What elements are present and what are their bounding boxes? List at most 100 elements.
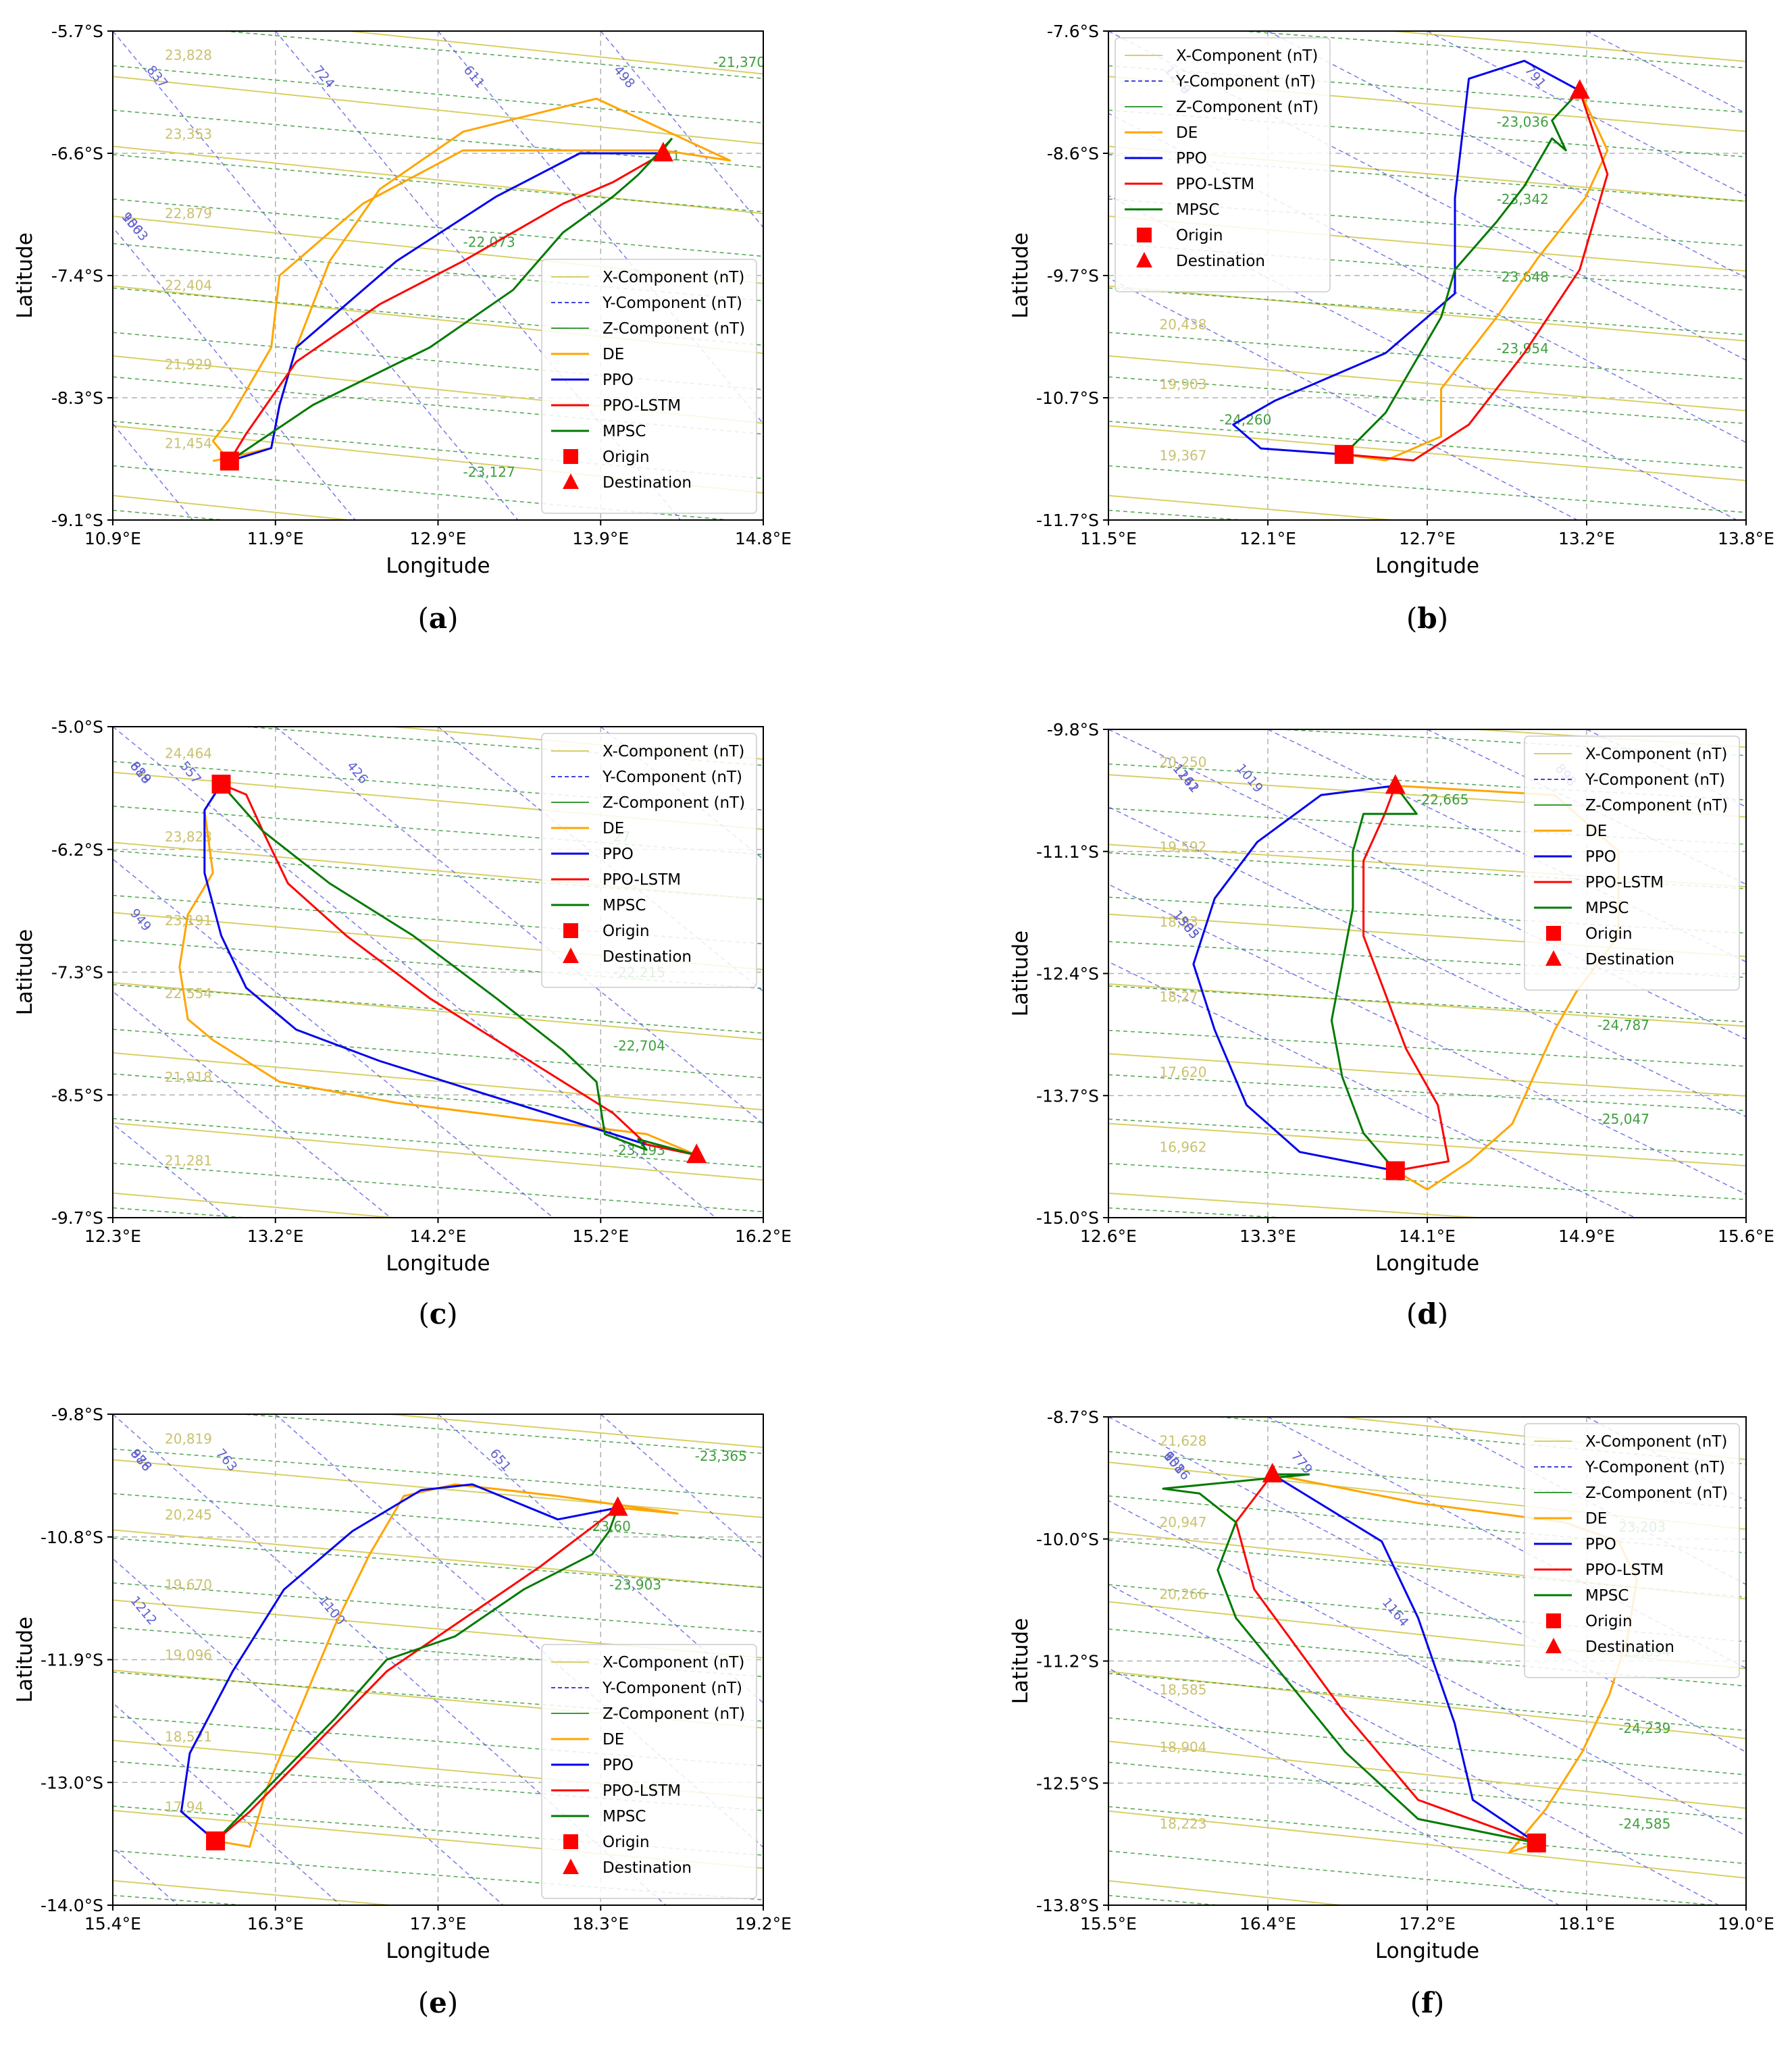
x-tick-label: 12.6°E [1080, 1226, 1137, 1246]
y-tick-label: -8.6°S [1047, 144, 1099, 163]
legend-label: DE [1176, 124, 1198, 142]
legend-origin-swatch [1546, 1613, 1561, 1628]
y-tick-label: -11.7°S [1036, 511, 1099, 530]
z-component-contour [113, 984, 763, 1034]
destination-marker [1385, 774, 1406, 794]
x-component-contour [113, 76, 763, 145]
y-axis-label: Latitude [13, 1617, 37, 1703]
z-component-contour [1108, 808, 1746, 845]
x-axis-label: Longitude [386, 1939, 490, 1963]
z-component-contour [1108, 1207, 1291, 1218]
legend: X-Component (nT) Y-Component (nT) Z-Compon… [541, 733, 757, 988]
z-component-contour [113, 198, 763, 257]
z-component-label: -24,787 [1597, 1017, 1649, 1033]
x-component-contour [113, 1122, 763, 1181]
y-tick-label: -15.0°S [1036, 1208, 1099, 1228]
y-component-label: 949 [127, 906, 154, 934]
x-component-contour [1108, 494, 1401, 520]
z-component-contour [1108, 421, 1746, 469]
x-component-label: 20,819 [165, 1430, 212, 1447]
destination-marker [686, 1143, 707, 1164]
legend: X-Component (nT) Y-Component (nT) Z-Compon… [541, 1644, 757, 1899]
z-component-contour [1108, 332, 1746, 380]
y-component-label: 1212 [128, 1593, 160, 1628]
panel-caption: (e) [418, 1986, 459, 2019]
y-component-contour [113, 226, 356, 520]
y-component-contour [1108, 1417, 1746, 1753]
legend-label: Origin [603, 923, 650, 940]
x-component-label: 24,464 [165, 745, 212, 761]
y-component-label: 1063 [119, 209, 151, 244]
x-component-label: 18,27 [1160, 989, 1198, 1005]
x-tick-label: 10.9°E [84, 529, 141, 548]
x-component-contour [382, 1414, 763, 1449]
x-component-contour [1108, 425, 1746, 482]
legend-label: Z-Component (nT) [1585, 1484, 1728, 1502]
legend-label: X-Component (nT) [1585, 746, 1727, 763]
legend-box [1115, 37, 1331, 292]
z-component-contour [113, 1493, 763, 1544]
z-component-contour [1108, 896, 1746, 934]
legend-label: DE [1585, 1510, 1607, 1528]
z-component-contour [113, 1582, 763, 1633]
x-axis-label: Longitude [386, 1251, 490, 1276]
x-component-label: 21,454 [165, 436, 212, 452]
y-tick-label: -9.1°S [51, 511, 103, 530]
destination-marker [1262, 1463, 1283, 1483]
legend-origin-swatch [1546, 926, 1561, 941]
legend-label: Destination [603, 948, 692, 966]
x-component-label: 22,554 [165, 985, 212, 1002]
x-component-label: 21,628 [1160, 1433, 1207, 1449]
y-tick-label: -10.8°S [41, 1528, 103, 1547]
x-tick-label: 16.3°E [247, 1914, 304, 1934]
z-component-contour [217, 31, 763, 80]
x-component-label: 18,223 [1160, 1816, 1207, 1832]
trajectory-ppo [1232, 59, 1581, 456]
y-component-contour [600, 31, 763, 228]
legend-label: Destination [1585, 951, 1674, 968]
legend-origin-swatch [563, 1834, 578, 1849]
y-tick-label: -7.4°S [51, 266, 103, 286]
trajectory-ppo-lstm [220, 783, 697, 1156]
panel-caption: (c) [418, 1297, 457, 1330]
x-tick-label: 13.3°E [1239, 1226, 1296, 1246]
y-tick-label: -13.8°S [1036, 1896, 1099, 1915]
x-component-contour [113, 1192, 401, 1218]
legend-destination-swatch [1545, 950, 1562, 966]
legend-destination-swatch [563, 948, 579, 963]
origin-marker [1334, 444, 1354, 464]
trajectory-de [178, 783, 697, 1156]
x-component-label: 20,266 [1160, 1586, 1207, 1602]
y-tick-label: -5.0°S [51, 717, 103, 737]
destination-marker [1569, 79, 1590, 99]
z-component-label: -23,365 [695, 1448, 747, 1464]
legend-label: Z-Component (nT) [1176, 99, 1319, 116]
y-component-label: 557 [177, 758, 204, 787]
x-component-label: 22,404 [165, 277, 212, 293]
legend-label: Y-Component (nT) [602, 1680, 742, 1697]
x-component-contour [113, 1880, 397, 1905]
z-component-contour [1108, 376, 1746, 424]
legend-label: Origin [603, 448, 650, 466]
x-component-contour [1108, 1192, 1487, 1218]
z-component-contour [1108, 1584, 1746, 1642]
x-tick-label: 17.2°E [1399, 1914, 1456, 1934]
legend-label: PPO-LSTM [1585, 1561, 1664, 1579]
x-component-contour [113, 1529, 763, 1588]
z-component-contour [1108, 1673, 1746, 1732]
y-tick-label: -8.3°S [51, 388, 103, 408]
y-component-label: 837 [144, 63, 171, 91]
z-component-label: -22,704 [613, 1038, 665, 1054]
y-tick-label: -8.5°S [51, 1085, 103, 1105]
z-component-contour [1108, 1029, 1746, 1067]
legend-label: MPSC [1585, 900, 1629, 917]
legend-label: Destination [1585, 1638, 1674, 1656]
legend-label: PPO [603, 1757, 634, 1774]
legend-label: Origin [1585, 1613, 1633, 1630]
z-component-contour [113, 1029, 763, 1079]
x-component-label: 20,245 [165, 1507, 212, 1523]
y-component-contour [438, 1414, 763, 1704]
z-component-contour [113, 1537, 763, 1588]
trajectory-ppo-lstm [1343, 90, 1609, 462]
